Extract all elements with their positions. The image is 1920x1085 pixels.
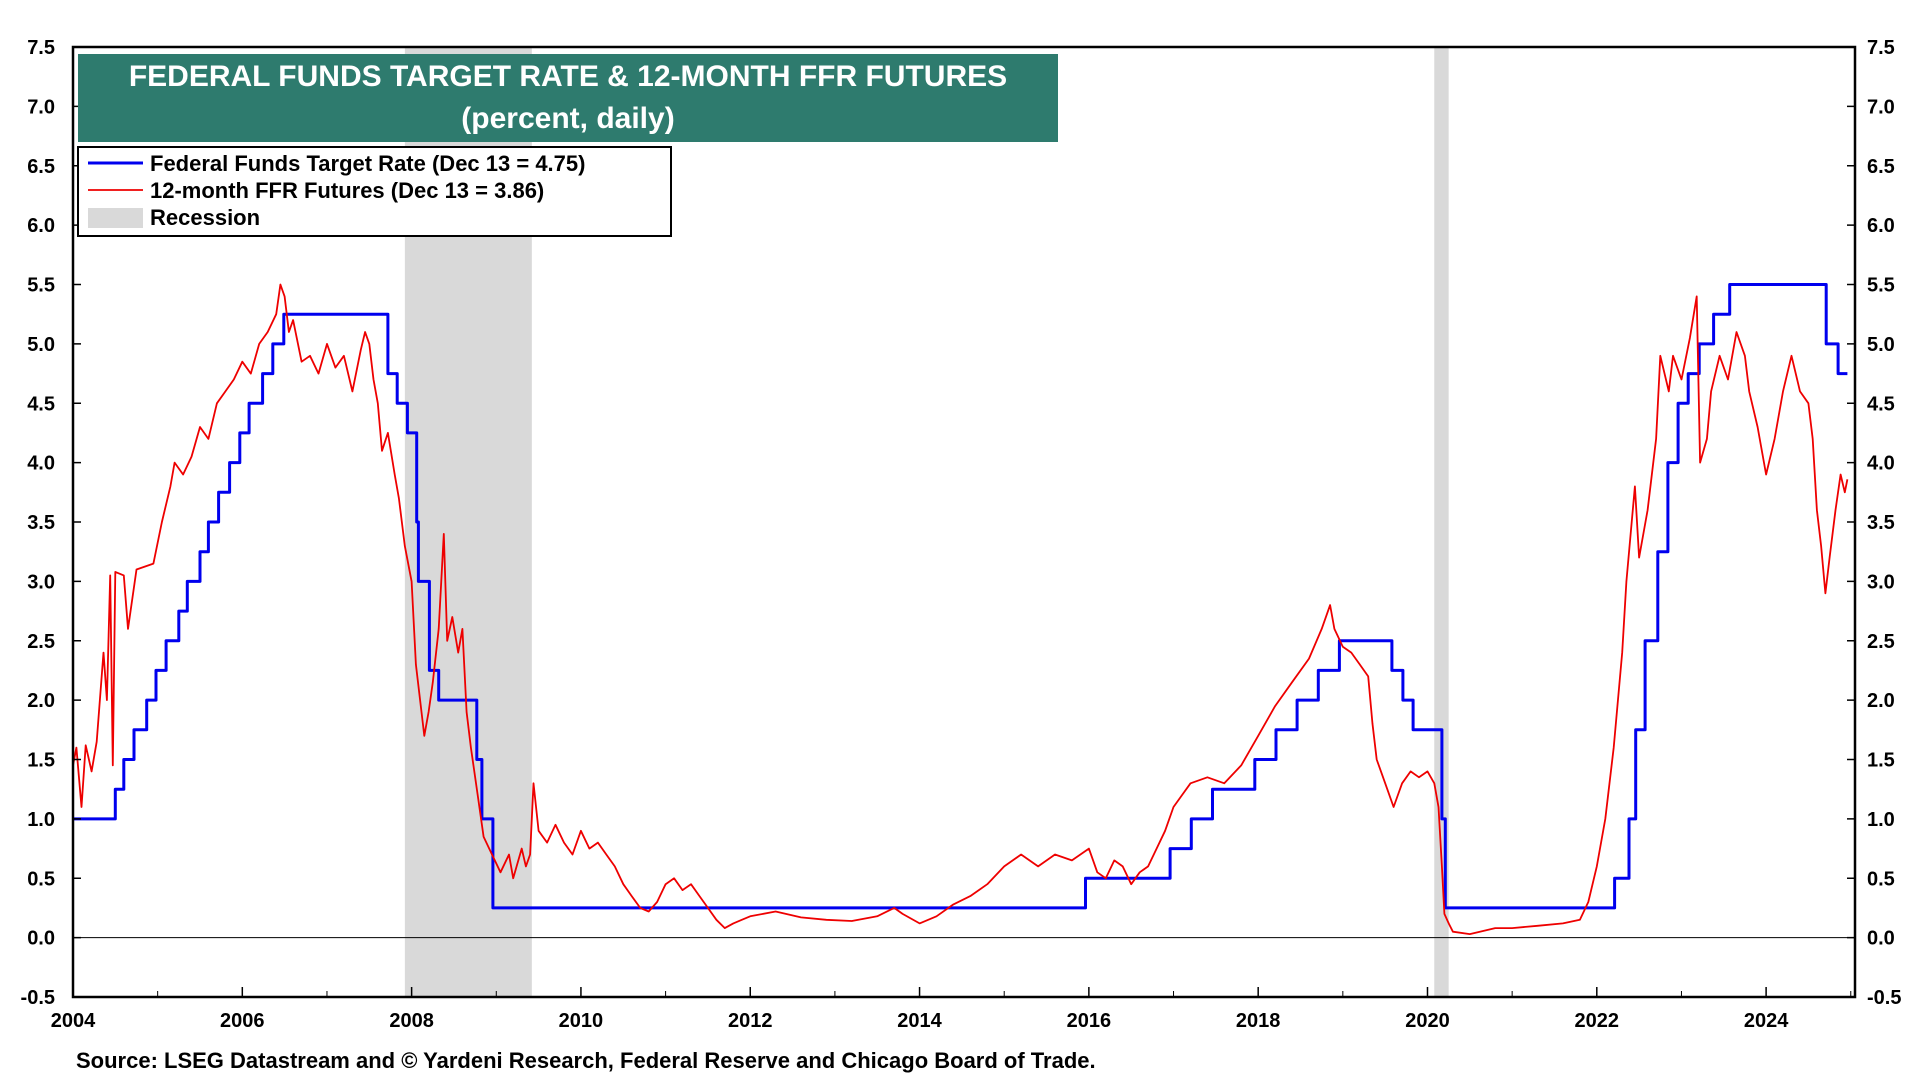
x-tick-label: 2006 — [220, 1010, 265, 1032]
x-tick-label: 2018 — [1236, 1010, 1281, 1032]
y-tick-label-left: 1.0 — [27, 809, 55, 831]
legend: Federal Funds Target Rate (Dec 13 = 4.75… — [77, 146, 672, 237]
x-tick-label: 2004 — [51, 1010, 96, 1032]
y-tick-label-left: 4.5 — [27, 393, 55, 415]
y-tick-label-left: 5.0 — [27, 334, 55, 356]
y-tick-label-right: 7.0 — [1867, 96, 1895, 118]
y-tick-label-right: 5.0 — [1867, 334, 1895, 356]
y-tick-label-right: 4.0 — [1867, 453, 1895, 475]
x-tick-label: 2008 — [389, 1010, 434, 1032]
series-ffr-futures-line — [72, 283, 1849, 935]
recession-band-1 — [1434, 47, 1449, 997]
y-tick-label-left: 4.0 — [27, 453, 55, 475]
legend-item-target-rate: Federal Funds Target Rate (Dec 13 = 4.75… — [150, 151, 585, 176]
y-tick-label-right: 1.5 — [1867, 750, 1895, 772]
y-tick-label-right: 6.5 — [1867, 156, 1895, 178]
y-tick-label-right: 3.5 — [1867, 512, 1895, 534]
x-tick-label: 2014 — [897, 1010, 942, 1032]
y-tick-label-left: 6.0 — [27, 215, 55, 237]
y-tick-label-right: 2.0 — [1867, 690, 1895, 712]
chart-title-box: FEDERAL FUNDS TARGET RATE & 12-MONTH FFR… — [78, 54, 1058, 142]
y-tick-label-left: 2.0 — [27, 690, 55, 712]
y-tick-label-left: 7.5 — [27, 37, 55, 59]
chart-source: Source: LSEG Datastream and © Yardeni Re… — [76, 1048, 1096, 1073]
y-tick-label-left: 6.5 — [27, 156, 55, 178]
y-tick-label-right: 7.5 — [1867, 37, 1895, 59]
legend-item-recession: Recession — [150, 205, 260, 230]
x-tick-label: 2016 — [1067, 1010, 1112, 1032]
x-tick-label: 2012 — [728, 1010, 773, 1032]
y-tick-label-left: 2.5 — [27, 631, 55, 653]
x-tick-label: 2024 — [1744, 1010, 1789, 1032]
y-tick-label-right: 5.5 — [1867, 275, 1895, 297]
chart-subtitle: (percent, daily) — [461, 102, 674, 135]
y-tick-label-left: 5.5 — [27, 275, 55, 297]
y-tick-label-left: -0.5 — [21, 987, 55, 1009]
y-tick-label-left: 3.5 — [27, 512, 55, 534]
y-tick-label-right: 3.0 — [1867, 571, 1895, 593]
y-tick-label-right: 6.0 — [1867, 215, 1895, 237]
legend-item-ffr-futures: 12-month FFR Futures (Dec 13 = 3.86) — [150, 178, 544, 203]
y-tick-label-left: 3.0 — [27, 571, 55, 593]
y-tick-label-right: -0.5 — [1867, 987, 1901, 1009]
y-tick-label-left: 0.5 — [27, 868, 55, 890]
y-tick-label-left: 0.0 — [27, 928, 55, 950]
series-target-rate-line — [73, 283, 1848, 910]
y-tick-label-right: 1.0 — [1867, 809, 1895, 831]
chart-title: FEDERAL FUNDS TARGET RATE & 12-MONTH FFR… — [129, 60, 1007, 93]
x-tick-label: 2020 — [1405, 1010, 1450, 1032]
y-tick-label-right: 0.0 — [1867, 928, 1895, 950]
x-tick-label: 2022 — [1575, 1010, 1620, 1032]
y-tick-label-left: 7.0 — [27, 96, 55, 118]
y-tick-label-left: 1.5 — [27, 750, 55, 772]
y-tick-label-right: 2.5 — [1867, 631, 1895, 653]
y-tick-label-right: 0.5 — [1867, 868, 1895, 890]
y-tick-label-right: 4.5 — [1867, 393, 1895, 415]
x-tick-label: 2010 — [559, 1010, 604, 1032]
